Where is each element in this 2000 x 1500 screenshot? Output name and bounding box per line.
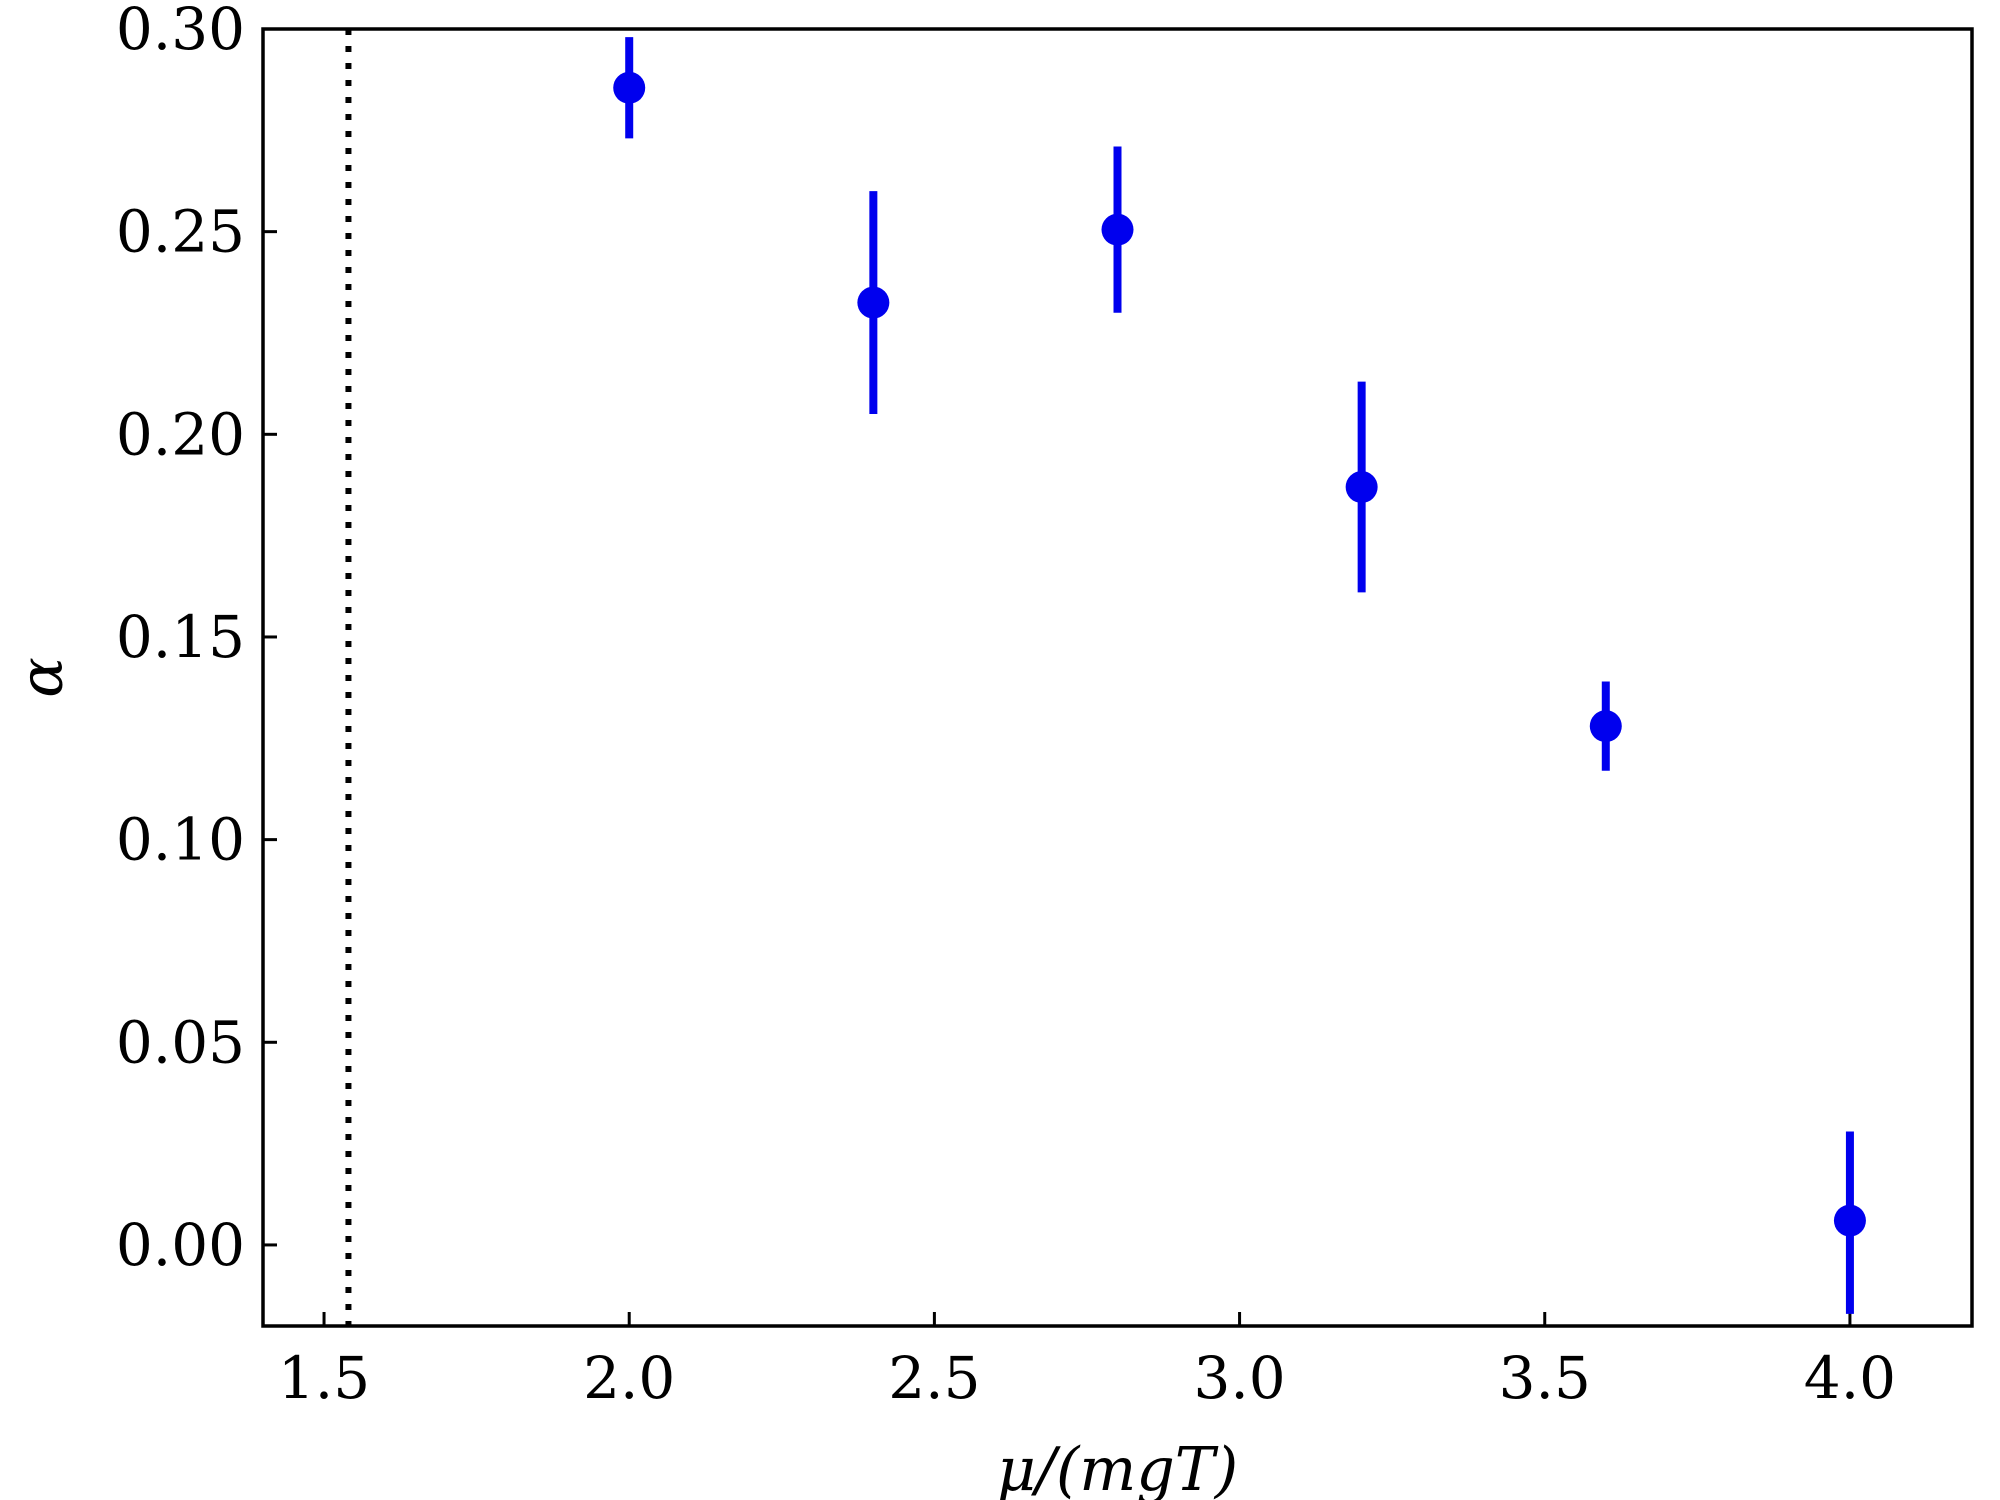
y-tick-label: 0.00 bbox=[116, 1211, 245, 1279]
x-tick-label: 3.0 bbox=[1193, 1344, 1285, 1412]
data-point bbox=[857, 286, 890, 319]
data-point bbox=[1345, 471, 1378, 504]
x-tick-label: 4.0 bbox=[1804, 1344, 1896, 1412]
x-tick-label: 2.5 bbox=[888, 1344, 980, 1412]
x-tick-label: 3.5 bbox=[1499, 1344, 1591, 1412]
data-point bbox=[613, 71, 646, 104]
y-axis-ticks: 0.00 0.05 0.10 0.15 0.20 0.25 0.30 bbox=[116, 0, 277, 1279]
y-tick-label: 0.25 bbox=[116, 198, 245, 266]
y-tick-label: 0.15 bbox=[116, 603, 245, 671]
y-tick-label: 0.05 bbox=[116, 1008, 245, 1076]
x-axis-label: μ/(mgT) bbox=[997, 1435, 1238, 1500]
x-tick-label: 2.0 bbox=[583, 1344, 675, 1412]
data-point-layer bbox=[613, 71, 1866, 1237]
error-bar-layer bbox=[625, 37, 1854, 1314]
data-point bbox=[1833, 1204, 1866, 1237]
y-tick-label: 0.20 bbox=[116, 400, 245, 468]
x-tick-label: 1.5 bbox=[278, 1344, 370, 1412]
y-tick-label: 0.10 bbox=[116, 806, 245, 874]
y-axis-label: α bbox=[7, 657, 77, 698]
y-tick-label: 0.30 bbox=[116, 0, 245, 63]
data-point bbox=[1589, 710, 1622, 743]
plot-frame bbox=[261, 27, 1974, 1328]
x-axis-ticks: 1.5 2.0 2.5 3.0 3.5 4.0 bbox=[278, 1312, 1896, 1412]
data-point bbox=[1101, 213, 1134, 246]
